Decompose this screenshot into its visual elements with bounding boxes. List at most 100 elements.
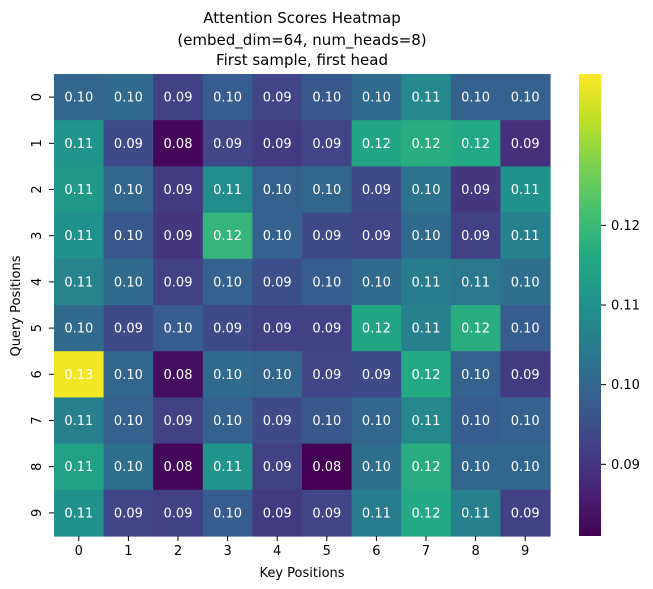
- heatmap-cell: [500, 351, 551, 398]
- cell-annotation: 0.10: [362, 275, 391, 290]
- heatmap-cell: [202, 258, 253, 306]
- heatmap-cell: [54, 166, 105, 214]
- heatmap-cell: [252, 305, 303, 352]
- colorbar-ticks: 0.09 0.10 0.11 0.12: [601, 219, 640, 473]
- heatmap-cell: [500, 443, 551, 491]
- cell-annotation: 0.11: [64, 275, 93, 290]
- cell-annotation: 0.10: [511, 322, 540, 337]
- y-tick-label: 5: [30, 324, 45, 332]
- colorbar-tick-label: 0.11: [611, 299, 640, 314]
- heatmap-annotations: 0.10 0.10 0.09 0.10 0.09 0.10 0.10 0.11 0.10 0.10…: [64, 91, 539, 522]
- heatmap-cell: [450, 443, 501, 491]
- cell-annotation: 0.11: [64, 506, 93, 521]
- cell-annotation: 0.10: [362, 414, 391, 429]
- cell-annotation: 0.10: [312, 275, 341, 290]
- cell-annotation: 0.10: [511, 275, 540, 290]
- cell-annotation: 0.09: [263, 91, 292, 106]
- heatmap-cell: [54, 351, 105, 398]
- cell-annotation: 0.09: [511, 506, 540, 521]
- cell-annotation: 0.08: [312, 460, 341, 475]
- cell-annotation: 0.12: [461, 137, 490, 152]
- heatmap-cell: [54, 74, 105, 121]
- y-tick-label: 6: [30, 370, 45, 378]
- cell-annotation: 0.10: [213, 414, 242, 429]
- cell-annotation: 0.09: [164, 91, 193, 106]
- cell-annotation: 0.10: [64, 91, 93, 106]
- heatmap-cell: [500, 166, 551, 214]
- cell-annotation: 0.09: [263, 137, 292, 152]
- x-tick-label: 9: [521, 544, 529, 559]
- heatmap-cell: [202, 397, 253, 445]
- heatmap-cell: [500, 258, 551, 306]
- x-tick-label: 6: [372, 544, 380, 559]
- colorbar-tick-label: 0.09: [611, 458, 640, 473]
- cell-annotation: 0.09: [362, 183, 391, 198]
- x-tick-label: 1: [124, 544, 132, 559]
- heatmap-cell: [500, 212, 551, 260]
- heatmap-cell: [54, 305, 105, 352]
- heatmap-cell: [450, 166, 501, 214]
- heatmap-cell: [302, 166, 353, 214]
- title-line-1: Attention Scores Heatmap: [203, 9, 401, 27]
- cell-annotation: 0.09: [263, 506, 292, 521]
- cell-annotation: 0.09: [362, 368, 391, 383]
- heatmap-cell: [351, 443, 402, 491]
- cell-annotation: 0.10: [511, 460, 540, 475]
- cell-annotation: 0.11: [64, 137, 93, 152]
- cell-annotation: 0.10: [213, 506, 242, 521]
- cell-annotation: 0.11: [412, 275, 441, 290]
- heatmap-cell: [153, 166, 204, 214]
- y-tick-label: 7: [30, 416, 45, 424]
- cell-annotation: 0.11: [64, 183, 93, 198]
- cell-annotation: 0.10: [114, 368, 143, 383]
- heatmap-cell: [153, 397, 204, 445]
- cell-annotation: 0.11: [213, 460, 242, 475]
- x-tick-label: 2: [174, 544, 182, 559]
- cell-annotation: 0.11: [461, 275, 490, 290]
- heatmap-cell: [450, 305, 501, 352]
- cell-annotation: 0.09: [461, 183, 490, 198]
- x-tick-label: 0: [75, 544, 83, 559]
- x-tick-label: 5: [323, 544, 331, 559]
- y-tick-label: 2: [30, 185, 45, 193]
- heatmap-cell: [401, 397, 452, 445]
- y-tick-label: 1: [30, 139, 45, 147]
- heatmap-cell: [153, 351, 204, 398]
- cell-annotation: 0.09: [312, 322, 341, 337]
- cell-annotation: 0.12: [412, 460, 441, 475]
- heatmap-cell: [153, 74, 204, 121]
- heatmap-cell: [153, 489, 204, 537]
- cell-annotation: 0.09: [114, 322, 143, 337]
- cell-annotation: 0.10: [312, 414, 341, 429]
- heatmap-cell: [252, 351, 303, 398]
- cell-annotation: 0.08: [164, 460, 193, 475]
- heatmap-cell: [351, 305, 402, 352]
- heatmap-cell: [302, 74, 353, 121]
- cell-annotation: 0.12: [213, 229, 242, 244]
- cell-annotation: 0.11: [64, 414, 93, 429]
- y-tick-label: 8: [30, 463, 45, 471]
- cell-annotation: 0.10: [114, 229, 143, 244]
- heatmap-cell: [302, 443, 353, 491]
- heatmap-cell: [103, 258, 154, 306]
- cell-annotation: 0.10: [461, 91, 490, 106]
- cell-annotation: 0.09: [164, 506, 193, 521]
- cell-annotation: 0.10: [114, 275, 143, 290]
- cell-annotation: 0.11: [412, 414, 441, 429]
- heatmap-cell: [202, 166, 253, 214]
- cell-annotation: 0.08: [164, 368, 193, 383]
- heatmap-cell: [103, 166, 154, 214]
- heatmap-cell: [54, 489, 105, 537]
- cell-annotation: 0.09: [263, 322, 292, 337]
- x-tick-label: 3: [223, 544, 231, 559]
- cell-annotation: 0.09: [312, 229, 341, 244]
- x-axis-ticks: 0 1 2 3 4 5 6 7 8 9: [75, 536, 529, 559]
- heatmap-cell: [302, 351, 353, 398]
- heatmap-cell: [153, 212, 204, 260]
- heatmap-cell: [103, 74, 154, 121]
- heatmap-cell: [351, 120, 402, 167]
- cell-annotation: 0.10: [461, 460, 490, 475]
- heatmap-cell: [103, 351, 154, 398]
- cell-annotation: 0.11: [511, 183, 540, 198]
